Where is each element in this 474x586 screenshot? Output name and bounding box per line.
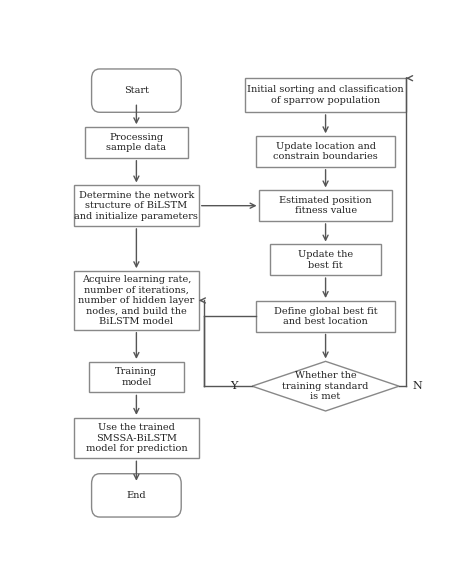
Text: Acquire learning rate,
number of iterations,
number of hidden layer
nodes, and b: Acquire learning rate, number of iterati… [78, 275, 194, 326]
Bar [89, 362, 184, 393]
Polygon shape [252, 362, 399, 411]
Text: Whether the
training standard
is met: Whether the training standard is met [283, 372, 369, 401]
Text: N: N [412, 381, 422, 391]
Text: Training
model: Training model [115, 367, 157, 387]
Text: Estimated position
fitness value: Estimated position fitness value [279, 196, 372, 216]
FancyBboxPatch shape [91, 473, 181, 517]
Bar [85, 127, 188, 158]
Text: Define global best fit
and best location: Define global best fit and best location [274, 306, 377, 326]
Text: End: End [127, 491, 146, 500]
Text: Processing
sample data: Processing sample data [106, 133, 166, 152]
Text: Determine the network
structure of BiLSTM
and initialize parameters: Determine the network structure of BiLST… [74, 191, 198, 220]
Text: Start: Start [124, 86, 149, 95]
Text: Use the trained
SMSSA-BiLSTM
model for prediction: Use the trained SMSSA-BiLSTM model for p… [86, 423, 187, 453]
Bar [256, 136, 395, 167]
Bar [259, 190, 392, 221]
Bar [74, 271, 199, 330]
Text: Initial sorting and classification
of sparrow population: Initial sorting and classification of sp… [247, 86, 404, 105]
Bar [74, 185, 199, 226]
Text: Update the
best fit: Update the best fit [298, 250, 353, 270]
Text: Y: Y [230, 381, 237, 391]
Text: Update location and
constrain boundaries: Update location and constrain boundaries [273, 142, 378, 161]
Bar [271, 244, 381, 275]
Bar [74, 418, 199, 458]
FancyBboxPatch shape [91, 69, 181, 113]
Bar [245, 78, 406, 112]
Bar [256, 301, 395, 332]
